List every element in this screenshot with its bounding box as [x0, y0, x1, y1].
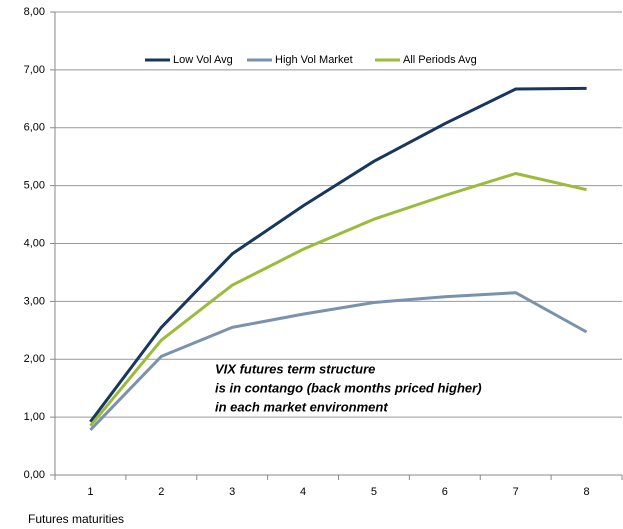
annotation: in each market environment	[215, 399, 388, 414]
series-line	[89, 172, 587, 427]
y-tick-label: 4,00	[24, 237, 45, 249]
x-tick-label: 5	[371, 486, 377, 498]
y-tick-label: 5,00	[24, 180, 45, 192]
y-tick-label: 3,00	[24, 295, 45, 307]
x-tick-label: 3	[229, 486, 235, 498]
x-axis-label: Futures maturities	[28, 512, 124, 526]
x-tick-label: 1	[87, 486, 93, 498]
y-tick-label: 0,00	[24, 469, 45, 481]
x-tick-label: 2	[158, 486, 164, 498]
y-tick-label: 6,00	[24, 122, 45, 134]
y-tick-label: 1,00	[24, 411, 45, 423]
annotation: VIX futures term structure	[215, 361, 375, 376]
x-tick-label: 4	[300, 486, 306, 498]
y-tick-label: 2,00	[24, 353, 45, 365]
x-tick-label: 8	[584, 486, 590, 498]
series-line	[89, 291, 588, 431]
series-line	[89, 86, 587, 423]
legend-label: Low Vol Avg	[173, 54, 233, 66]
y-tick-label: 8,00	[24, 6, 45, 18]
annotation: is in contango (back months priced highe…	[215, 380, 482, 395]
y-tick-label: 7,00	[24, 64, 45, 76]
legend-label: All Periods Avg	[403, 54, 477, 66]
x-tick-label: 7	[513, 486, 519, 498]
x-tick-label: 6	[442, 486, 448, 498]
legend-label: High Vol Market	[275, 54, 353, 66]
